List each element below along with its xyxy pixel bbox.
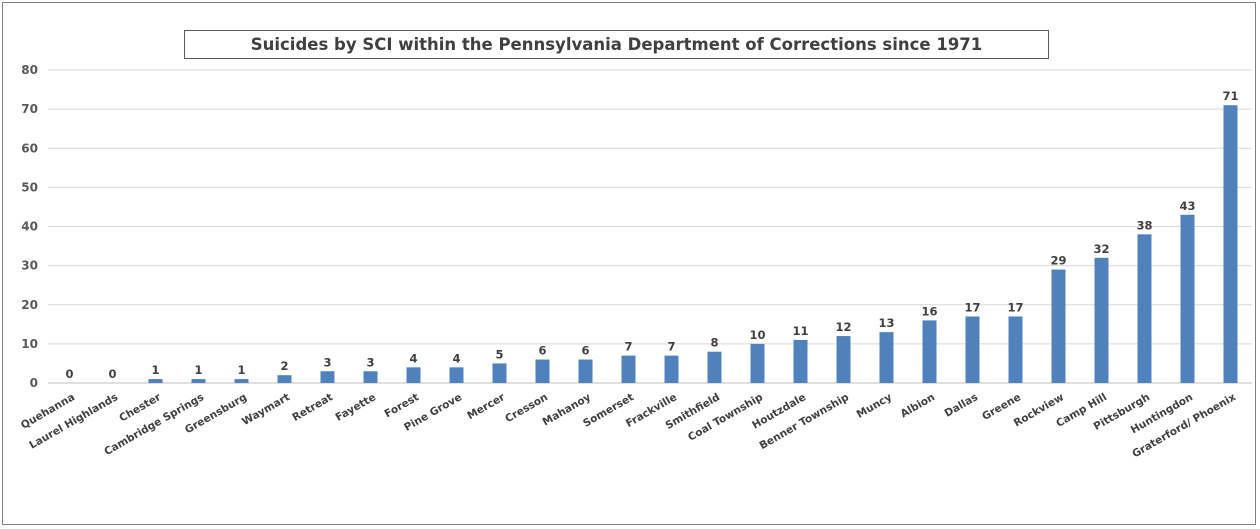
bar [793, 339, 808, 383]
data-label: 7 [624, 340, 632, 354]
bar [750, 343, 765, 383]
x-tick-label: Waymart [240, 391, 292, 428]
y-tick-label: 10 [21, 337, 38, 351]
bar [492, 363, 507, 383]
data-label: 0 [108, 367, 116, 381]
bar [535, 359, 550, 383]
data-label: 38 [1136, 218, 1152, 232]
bar [320, 371, 335, 383]
data-label: 3 [366, 355, 374, 369]
data-label: 1 [194, 363, 202, 377]
data-label: 1 [237, 363, 245, 377]
x-tick-label: Muncy [855, 391, 894, 421]
x-tick-label: Retreat [290, 391, 335, 424]
chart-title: Suicides by SCI within the Pennsylvania … [184, 30, 1049, 59]
data-label: 32 [1093, 242, 1109, 256]
x-tick-label: Dallas [943, 391, 980, 420]
bar [1223, 105, 1238, 384]
bar [148, 379, 163, 383]
y-tick-label: 20 [21, 298, 38, 312]
data-label: 43 [1179, 199, 1195, 213]
y-tick-label: 80 [21, 63, 38, 77]
bar [277, 375, 292, 383]
data-label: 2 [280, 359, 288, 373]
bar [449, 367, 464, 383]
bar [1051, 269, 1066, 383]
bar [234, 379, 249, 383]
y-tick-label: 40 [21, 220, 38, 234]
y-tick-label: 50 [21, 180, 38, 194]
gridlines [48, 69, 1252, 384]
y-tick-label: 30 [21, 259, 38, 273]
data-label: 13 [878, 316, 894, 330]
data-label: 0 [65, 367, 73, 381]
bar [836, 336, 851, 383]
data-label: 1 [151, 363, 159, 377]
bar [363, 371, 378, 383]
bar [1137, 234, 1152, 383]
x-tick-label: Coal Township [686, 391, 765, 444]
data-label: 7 [667, 340, 675, 354]
bars [148, 105, 1238, 384]
data-label: 10 [749, 328, 765, 342]
data-label: 11 [792, 324, 808, 338]
y-tick-label: 0 [30, 376, 38, 390]
bar [707, 351, 722, 383]
data-label: 71 [1222, 89, 1238, 103]
data-label: 5 [495, 347, 503, 361]
x-tick-label: Albion [898, 391, 937, 420]
data-label: 29 [1050, 254, 1066, 268]
bar [664, 355, 679, 383]
y-tick-label: 70 [21, 102, 38, 116]
bar [578, 359, 593, 383]
data-label: 3 [323, 355, 331, 369]
bar [1094, 257, 1109, 383]
y-tick-label: 60 [21, 141, 38, 155]
data-label: 17 [964, 300, 980, 314]
data-label: 6 [581, 344, 589, 358]
data-label: 4 [452, 351, 460, 365]
bar [965, 316, 980, 383]
x-tick-label: Mercer [465, 391, 507, 422]
bar [406, 367, 421, 383]
x-tick-label: Fayette [334, 391, 378, 424]
data-label: 4 [409, 351, 417, 365]
y-axis-ticks: 0 10 20 30 40 50 60 70 80 [21, 63, 38, 390]
data-label: 6 [538, 344, 546, 358]
data-label: 12 [835, 320, 851, 334]
bar [621, 355, 636, 383]
data-label: 16 [921, 304, 937, 318]
bar [879, 332, 894, 383]
data-label: 8 [710, 336, 718, 350]
bar [1180, 214, 1195, 383]
bar [191, 379, 206, 383]
bar [922, 320, 937, 383]
bar [1008, 316, 1023, 383]
data-label: 17 [1007, 300, 1023, 314]
